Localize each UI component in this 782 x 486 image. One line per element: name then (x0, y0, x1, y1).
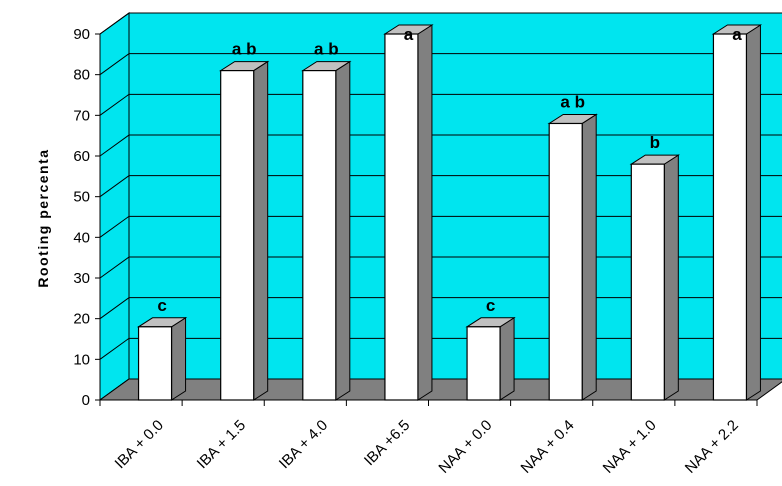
x-tick-label: NAA + 0.0 (435, 417, 495, 477)
bar (136, 316, 188, 401)
data-label: c (157, 296, 166, 315)
data-label: c (486, 296, 495, 315)
y-tick-label: 80 (73, 67, 90, 84)
bar-side (581, 113, 597, 401)
chart-walls (99, 12, 782, 401)
y-tick-label: 70 (73, 107, 90, 124)
data-label: a (404, 25, 414, 44)
data-label: b (650, 133, 660, 152)
gridline (99, 93, 782, 116)
data-labels: c a b a b a c a b b a (157, 25, 742, 315)
bar (629, 154, 681, 401)
data-label: a b (232, 40, 257, 59)
y-tick-labels: 0 10 20 30 40 50 60 70 80 90 (73, 26, 90, 409)
gridline (99, 53, 782, 76)
bar (547, 113, 598, 401)
x-tick-label: IBA + 1.5 (194, 417, 249, 472)
bar (218, 60, 270, 401)
bar-face (220, 69, 255, 401)
floor-plane (98, 378, 782, 401)
y-tick-label: 30 (73, 270, 90, 287)
x-tick-label: IBA + 4.0 (276, 417, 331, 472)
y-tick-label: 50 (73, 189, 90, 206)
bar-face (712, 33, 748, 401)
bar-side (335, 60, 351, 401)
bars (136, 24, 763, 401)
bar-side (663, 154, 679, 401)
y-tick-label: 10 (73, 351, 90, 368)
bar-face (137, 326, 173, 401)
y-tick-label: 60 (73, 148, 90, 165)
bar (383, 24, 434, 401)
chart-floor (98, 378, 782, 401)
bar (301, 60, 352, 401)
bar-side (171, 316, 187, 401)
y-tick-label: 40 (73, 229, 90, 246)
bar-face (630, 163, 665, 401)
x-tick-label: IBA + 0.0 (112, 417, 167, 472)
bar-side (499, 316, 515, 401)
bar-side (417, 24, 433, 401)
bar-face (384, 33, 419, 401)
x-tick-label: NAA + 0.4 (517, 417, 577, 477)
bar-side (745, 24, 761, 401)
gridline (99, 12, 782, 35)
y-axis-title: Rooting percenta (35, 148, 51, 287)
bar-face (302, 69, 337, 401)
y-tick-label: 90 (73, 26, 90, 43)
x-tick-label: NAA + 2.2 (682, 417, 742, 477)
data-label: a b (560, 92, 585, 111)
y-tick-label: 0 (82, 392, 90, 409)
x-tick-labels: IBA + 0.0 IBA + 1.5 IBA + 4.0 IBA +6.5 NAA +… (112, 417, 742, 477)
bar-face (466, 326, 501, 401)
bar (465, 316, 516, 401)
bar-face (548, 122, 583, 401)
bar (711, 24, 763, 401)
x-tick-label: NAA + 1.0 (600, 417, 660, 477)
data-label: a b (314, 40, 339, 59)
y-tick-label: 20 (73, 311, 90, 328)
x-tick-label: IBA +6.5 (361, 417, 413, 469)
bar-side (253, 60, 269, 401)
data-label: a (732, 25, 742, 44)
